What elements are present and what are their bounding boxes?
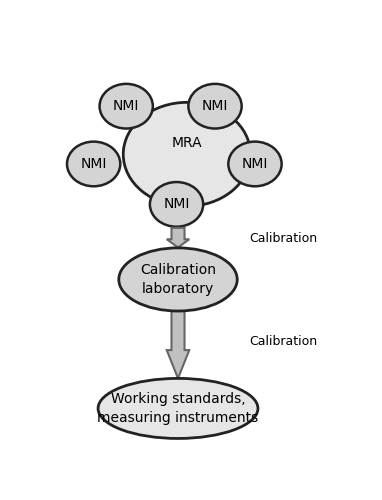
Ellipse shape <box>228 142 282 186</box>
Text: Calibration: Calibration <box>249 232 317 245</box>
Text: NMI: NMI <box>242 157 268 171</box>
Ellipse shape <box>119 248 237 311</box>
Ellipse shape <box>98 378 258 438</box>
Ellipse shape <box>123 102 251 206</box>
Text: Calibration
laboratory: Calibration laboratory <box>140 262 216 296</box>
Text: Calibration: Calibration <box>249 334 317 347</box>
Ellipse shape <box>188 84 242 128</box>
Text: NMI: NMI <box>113 99 139 113</box>
Polygon shape <box>167 311 189 378</box>
Text: MRA: MRA <box>172 136 202 150</box>
Text: Working standards,
measuring instruments: Working standards, measuring instruments <box>97 392 259 425</box>
Polygon shape <box>167 228 189 248</box>
Text: NMI: NMI <box>163 198 190 211</box>
Ellipse shape <box>100 84 153 128</box>
Ellipse shape <box>150 182 203 226</box>
Text: NMI: NMI <box>81 157 107 171</box>
Ellipse shape <box>67 142 120 186</box>
Text: NMI: NMI <box>202 99 228 113</box>
